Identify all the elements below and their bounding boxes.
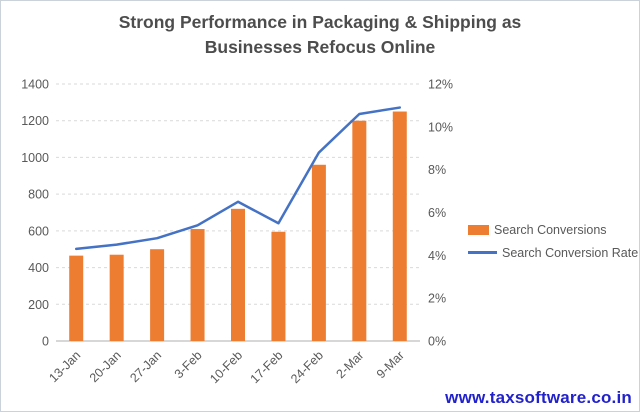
x-axis-label: 24-Feb — [288, 348, 326, 386]
chart-title: Strong Performance in Packaging & Shippi… — [1, 10, 639, 60]
legend-bar-swatch-icon — [468, 224, 489, 235]
x-axis-label: 13-Jan — [46, 348, 83, 385]
x-axis-label: 10-Feb — [207, 348, 245, 386]
bar-24-Feb — [311, 164, 326, 341]
legend-item-search-conversion-rate: Search Conversion Rate — [468, 241, 638, 264]
chart-title-line1: Strong Performance in Packaging & Shippi… — [118, 12, 522, 32]
right-axis-tick-label: 8% — [428, 163, 446, 177]
bar-17-Feb — [271, 231, 286, 341]
bar-2-Mar — [352, 120, 367, 341]
left-axis-tick-label: 1000 — [21, 151, 49, 165]
left-axis-tick-label: 400 — [28, 261, 49, 275]
legend-line-swatch-icon — [468, 251, 497, 254]
legend-item-search-conversions: Search Conversions — [468, 218, 638, 241]
bar-3-Feb — [190, 229, 205, 341]
left-axis-tick-label: 1200 — [21, 114, 49, 128]
right-axis-tick-label: 4% — [428, 249, 446, 263]
bar-20-Jan — [109, 254, 124, 341]
left-axis-tick-label: 200 — [28, 298, 49, 312]
bar-9-Mar — [392, 111, 407, 342]
x-axis-label: 3-Feb — [172, 348, 205, 381]
watermark-url: www.taxsoftware.co.in — [445, 388, 632, 407]
right-axis-tick-label: 6% — [428, 206, 446, 220]
left-axis-tick-label: 600 — [28, 224, 49, 238]
x-axis-label: 17-Feb — [248, 348, 286, 386]
left-axis-tick-label: 1400 — [21, 78, 49, 92]
x-axis-label: 2-Mar — [333, 348, 366, 381]
legend-label-search-conversions: Search Conversions — [494, 222, 607, 237]
right-axis-tick-label: 0% — [428, 335, 446, 349]
bar-27-Jan — [150, 249, 165, 341]
right-axis-tick-label: 10% — [428, 120, 453, 134]
bar-13-Jan — [69, 255, 84, 341]
bar-10-Feb — [231, 208, 245, 341]
x-axis-label: 9-Mar — [374, 348, 407, 381]
conversion-rate-line — [74, 106, 402, 251]
legend-label-search-conversion-rate: Search Conversion Rate — [502, 245, 639, 260]
right-axis-tick-label: 2% — [428, 292, 446, 306]
left-axis-tick-label: 0 — [42, 335, 49, 349]
x-axis-label: 20-Jan — [87, 348, 124, 385]
chart-title-line2: Businesses Refocus Online — [204, 37, 436, 57]
legend: Search Conversions Search Conversion Rat… — [468, 218, 638, 264]
x-axis-label: 27-Jan — [127, 348, 164, 385]
left-axis-tick-label: 800 — [28, 188, 49, 202]
right-axis-tick-label: 12% — [428, 78, 453, 92]
